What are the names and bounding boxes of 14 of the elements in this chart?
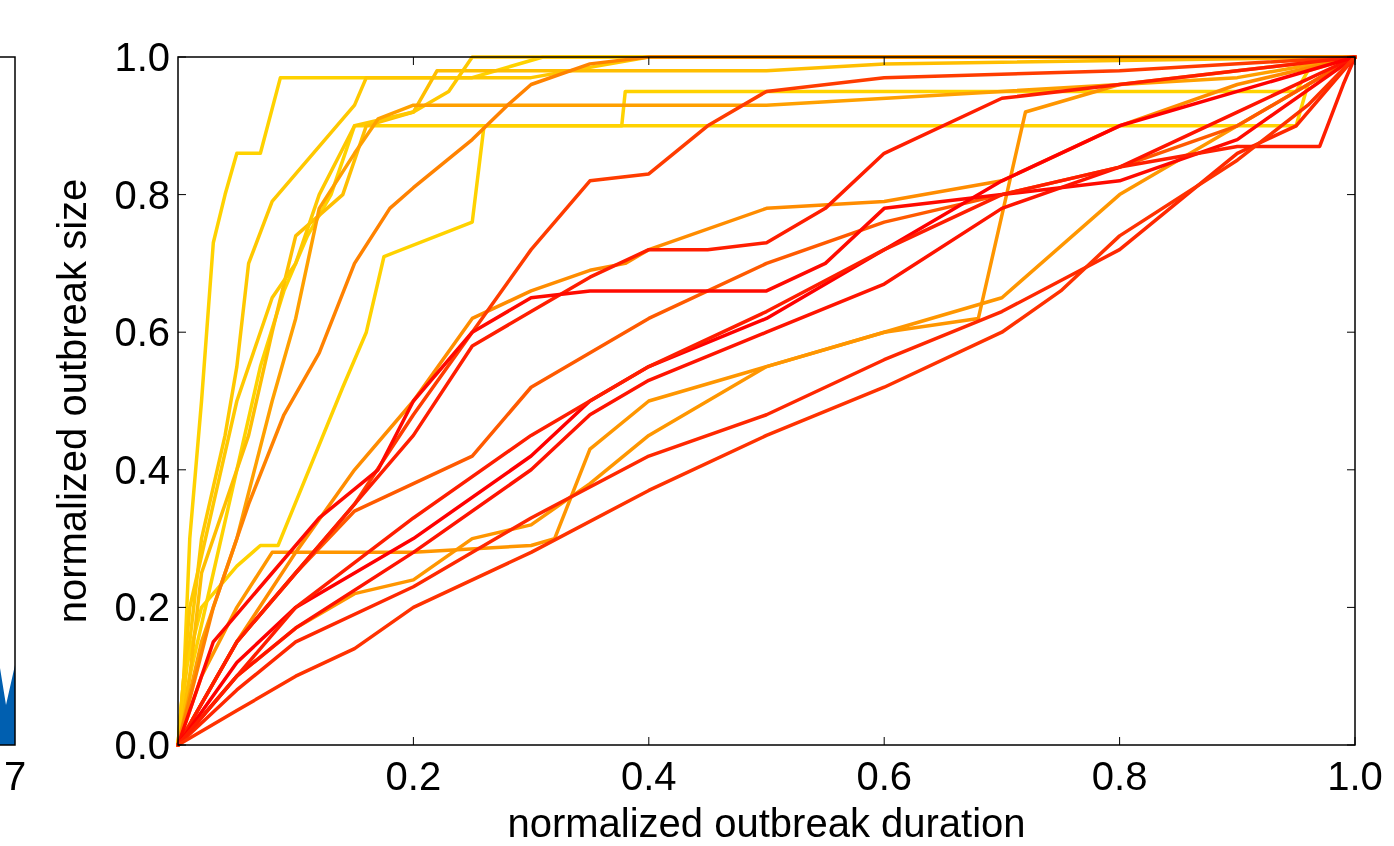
y-tick-label: 0.4: [114, 447, 170, 492]
text: 7: [3, 754, 27, 798]
y-tick-label: 0.8: [114, 172, 170, 217]
y-tick-label: 0.0: [114, 723, 170, 767]
x-tick-label: 0.4: [621, 754, 677, 798]
y-tick-label: 0.2: [114, 585, 170, 630]
y-tick-label: 1.0: [114, 35, 170, 79]
x-tick-label: 0.2: [385, 754, 442, 798]
x-tick-label: 0.6: [856, 754, 912, 798]
x-tick-label: 1.0: [1327, 754, 1383, 798]
y-axis-title: normalized outbreak size: [50, 178, 94, 624]
x-tick-label: 0.8: [1091, 754, 1148, 798]
x-axis-title: normalized outbreak duration: [507, 801, 1026, 845]
y-tick-label: 0.6: [114, 310, 170, 355]
